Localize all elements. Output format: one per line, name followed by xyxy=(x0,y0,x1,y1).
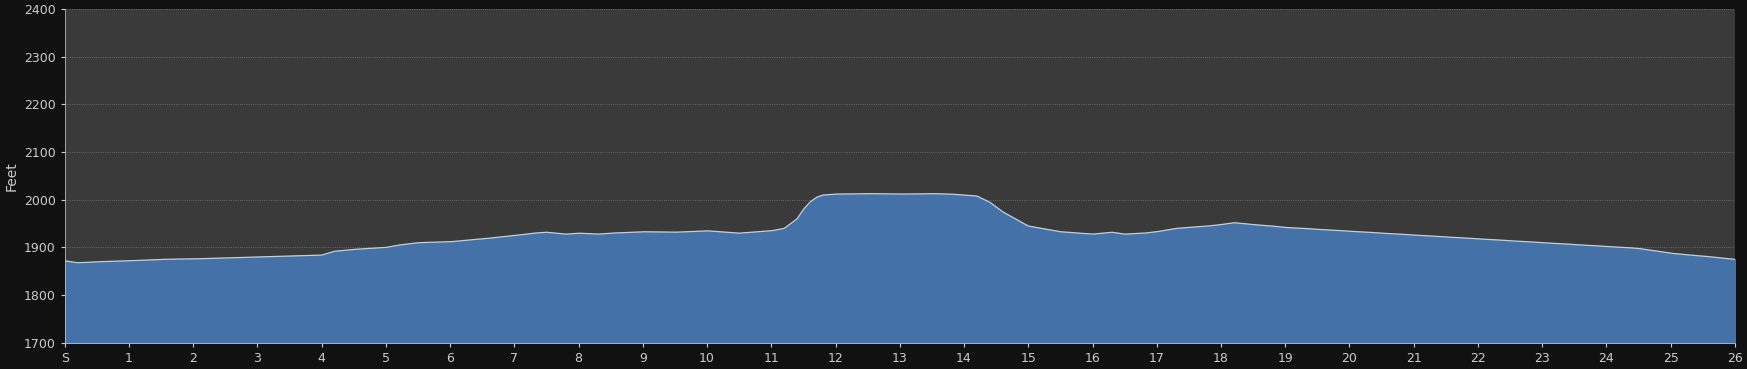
Y-axis label: Feet: Feet xyxy=(3,161,17,191)
